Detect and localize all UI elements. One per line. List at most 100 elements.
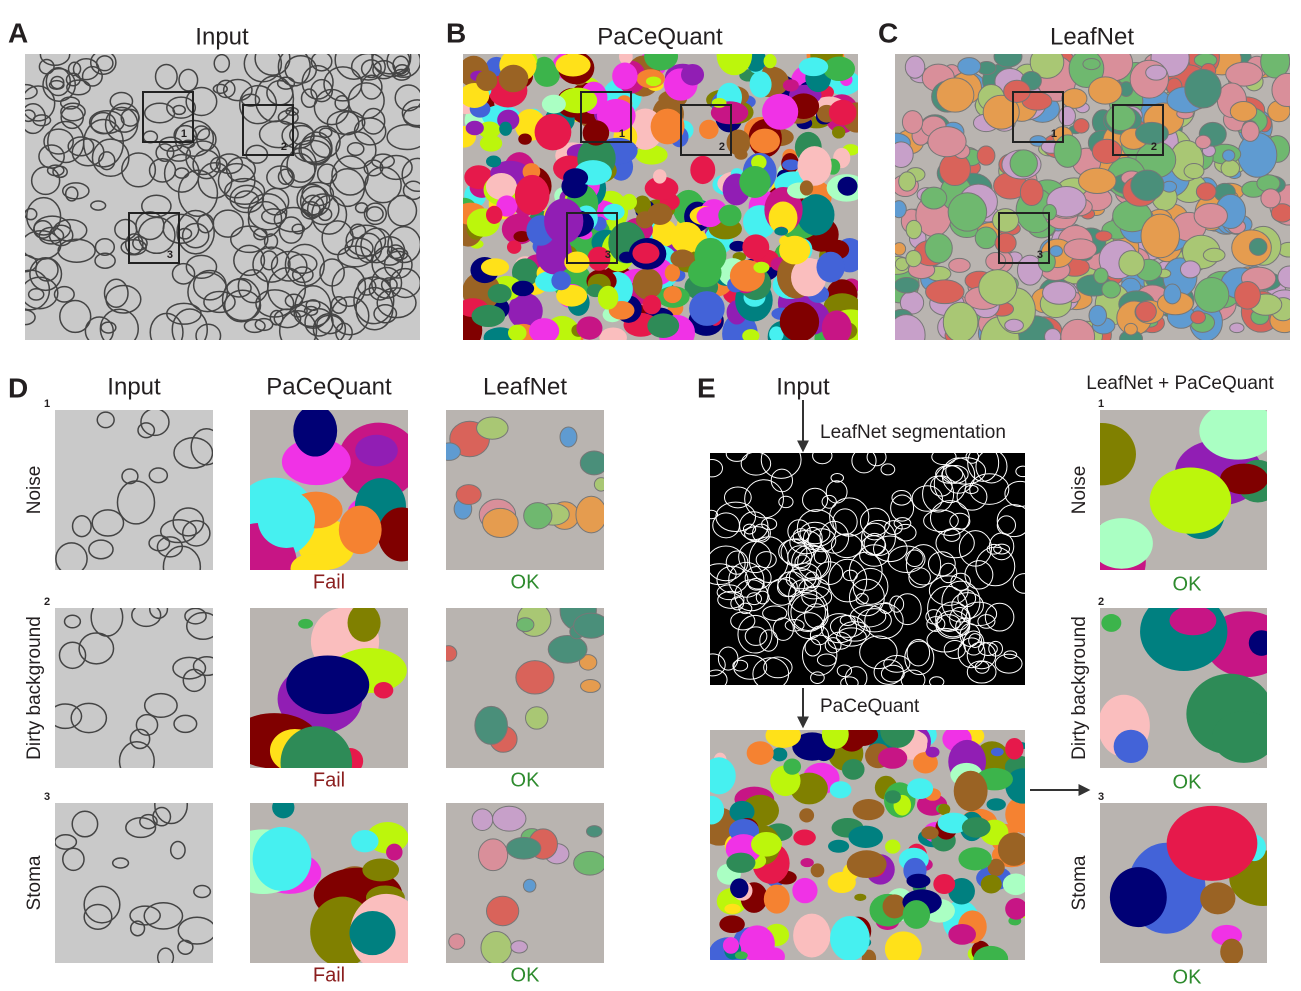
cell: [612, 63, 637, 90]
cell: [948, 924, 976, 945]
cell: [437, 443, 460, 461]
cell: [811, 863, 825, 877]
image: [448, 35, 871, 358]
cell: [878, 747, 907, 768]
cell: [894, 278, 919, 293]
image: [440, 591, 608, 768]
cell: [848, 826, 883, 848]
cell: [1054, 135, 1081, 167]
cell: [351, 830, 378, 852]
cell: [486, 156, 501, 168]
cell: [580, 451, 608, 475]
result-label: Fail: [313, 769, 345, 791]
cell: [1249, 238, 1266, 255]
image: [220, 797, 423, 973]
cell: [576, 316, 602, 339]
cell: [1083, 59, 1100, 70]
cell: [560, 427, 577, 447]
cell: [440, 646, 456, 662]
cell: [816, 252, 844, 283]
cell: [512, 281, 535, 296]
cell: [753, 262, 769, 273]
row-number: 2: [44, 596, 50, 608]
cell: [830, 916, 870, 961]
image: [1100, 803, 1297, 965]
cell: [576, 496, 607, 533]
step-label: LeafNet segmentation: [820, 422, 1006, 443]
cell: [488, 284, 512, 303]
cell: [899, 172, 916, 191]
cell: [1200, 882, 1235, 914]
cell: [681, 64, 704, 85]
cell: [1235, 282, 1261, 310]
cell: [1272, 73, 1301, 106]
cell: [780, 302, 819, 342]
cell: [663, 286, 681, 303]
cell: [1184, 164, 1204, 179]
cell: [764, 885, 790, 914]
cell: [828, 840, 849, 853]
result-label: Fail: [313, 571, 345, 593]
box-number: 2: [281, 141, 287, 153]
cell: [258, 490, 315, 548]
cell: [880, 713, 914, 748]
cell: [994, 46, 1022, 67]
cell: [1191, 311, 1206, 324]
cell: [642, 295, 661, 314]
cell: [726, 853, 755, 873]
column-title: Input: [107, 373, 161, 400]
image: [55, 409, 222, 587]
cell: [712, 98, 727, 108]
cell: [594, 478, 608, 491]
image: [12, 38, 433, 351]
cell: [986, 252, 1006, 270]
cell: [750, 71, 772, 97]
cell: [958, 847, 991, 870]
cell: [636, 211, 654, 228]
cell: [846, 724, 878, 746]
cell: [535, 114, 572, 151]
cell: [1230, 102, 1256, 122]
cell: [893, 243, 906, 256]
image: [701, 441, 1036, 690]
row-number: 1: [1098, 398, 1104, 410]
row-label: Noise: [24, 466, 45, 515]
box-number: 1: [619, 128, 625, 140]
cell: [1223, 150, 1235, 161]
cell: [1110, 867, 1167, 927]
cell: [1203, 248, 1225, 261]
cell: [793, 914, 830, 958]
cell: [902, 111, 922, 134]
cell: [476, 70, 497, 91]
cell: [1141, 214, 1179, 258]
cell: [1005, 319, 1024, 331]
cell: [529, 318, 559, 344]
cell: [936, 78, 973, 112]
cell: [1074, 119, 1089, 133]
cell: [647, 313, 679, 338]
cell: [348, 604, 381, 642]
cell: [472, 809, 493, 831]
cell: [793, 830, 816, 846]
cell: [486, 206, 502, 224]
image: [446, 803, 606, 964]
cell: [1249, 630, 1274, 656]
cell: [921, 187, 947, 209]
cell: [973, 946, 1008, 972]
cell: [516, 661, 554, 694]
cell: [517, 618, 534, 632]
cell: [822, 720, 849, 749]
cell: [1261, 189, 1280, 208]
cell: [800, 180, 813, 195]
cell: [797, 194, 834, 235]
cell: [1003, 873, 1029, 895]
cell: [574, 613, 609, 638]
cell: [511, 941, 528, 953]
cell: [581, 680, 601, 693]
cell: [374, 682, 394, 698]
cell: [574, 851, 606, 875]
image: [55, 786, 216, 966]
cell: [1059, 107, 1076, 126]
cell: [699, 796, 725, 825]
cell: [482, 508, 518, 537]
